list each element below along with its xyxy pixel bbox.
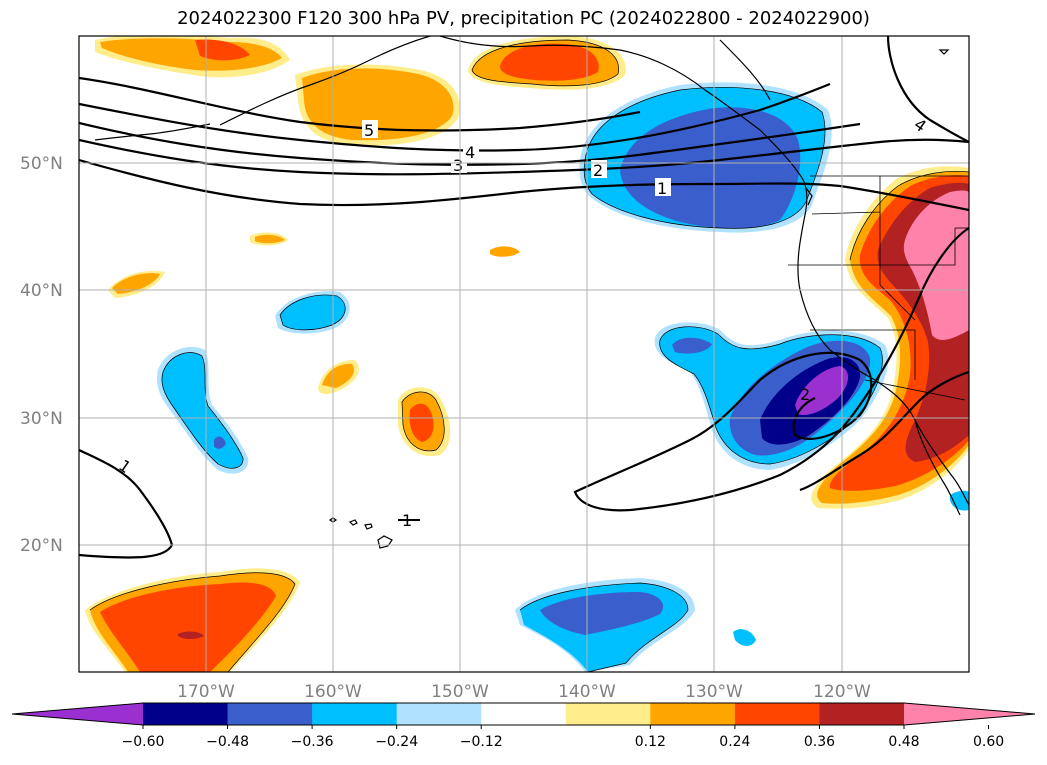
lat-label-40n: 40°N	[20, 281, 63, 301]
pv-contour-4b	[886, 36, 969, 143]
contour-label-1: 1	[657, 179, 667, 198]
colorbar-tick-label: 0.36	[804, 734, 835, 750]
colorbar-segment	[481, 703, 567, 725]
lon-label-140w: 140°W	[558, 682, 616, 702]
colorbar-tick-label: −0.60	[122, 734, 165, 750]
borders	[788, 175, 969, 401]
lon-label-170w: 170°W	[177, 682, 235, 702]
colorbar-segment	[312, 703, 398, 725]
colorbar: −0.60 −0.48 −0.36 −0.24 −0.12 0.12 0.24 0.36 0.4…	[11, 702, 1036, 750]
colorbar-segment	[734, 703, 820, 725]
map-title: 2024022300 F120 300 hPa PV, precipitatio…	[177, 8, 870, 29]
lon-label-160w: 160°W	[304, 682, 362, 702]
colorbar-tick-label: −0.24	[375, 734, 418, 750]
contour-label-3: 3	[453, 156, 463, 175]
lon-axis-labels: 170°W 160°W 150°W 140°W 130°W 120°W	[177, 682, 871, 702]
lon-label-130w: 130°W	[685, 682, 743, 702]
lat-label-20n: 20°N	[20, 536, 63, 556]
colorbar-tick-label: −0.12	[460, 734, 503, 750]
pv-contour-1a	[79, 158, 969, 212]
colorbar-tick-label: 0.12	[635, 734, 666, 750]
colorbar-segment	[396, 703, 482, 725]
colorbar-tick-label: −0.36	[291, 734, 334, 750]
lon-label-150w: 150°W	[431, 682, 489, 702]
colorbar-segment	[650, 703, 736, 725]
pv-contours	[79, 36, 969, 559]
pv-contour-2b	[799, 370, 969, 492]
colorbar-tick-label: 0.60	[973, 734, 1004, 750]
pv-contour-2a	[79, 138, 969, 176]
lat-label-50n: 50°N	[20, 154, 63, 174]
map-frame	[78, 35, 970, 673]
colorbar-segment	[227, 703, 313, 725]
contour-label-5: 5	[364, 121, 374, 140]
lon-label-120w: 120°W	[813, 682, 871, 702]
pv-contour-1c	[79, 449, 174, 559]
colorbar-segment	[565, 703, 651, 725]
colorbar-segment	[819, 703, 905, 725]
contour-label-4: 4	[465, 143, 475, 162]
contour-label-2: 2	[593, 161, 603, 180]
colorbar-extend-min	[12, 703, 143, 725]
coastlines	[94, 36, 969, 549]
precip-shading	[85, 36, 969, 672]
colorbar-tick-label: −0.48	[206, 734, 249, 750]
lat-axis-labels: 50°N 40°N 30°N 20°N	[20, 154, 63, 556]
gridlines	[79, 36, 969, 672]
contour-label-2b: 2	[800, 385, 810, 404]
lat-label-30n: 30°N	[20, 409, 63, 429]
colorbar-extend-max	[904, 703, 1035, 725]
colorbar-segment	[143, 703, 229, 725]
map-content: 5 4 3 2 1 4 2 1 1	[79, 36, 969, 672]
precip-outline-contours	[89, 39, 969, 672]
pv-contour-1b	[573, 227, 969, 512]
colorbar-tick-label: 0.24	[719, 734, 750, 750]
pv-contour-4	[79, 82, 831, 152]
pv-contour-3	[79, 121, 861, 166]
pv-contour-5	[79, 76, 641, 132]
colorbar-tick-label: 0.48	[888, 734, 919, 750]
